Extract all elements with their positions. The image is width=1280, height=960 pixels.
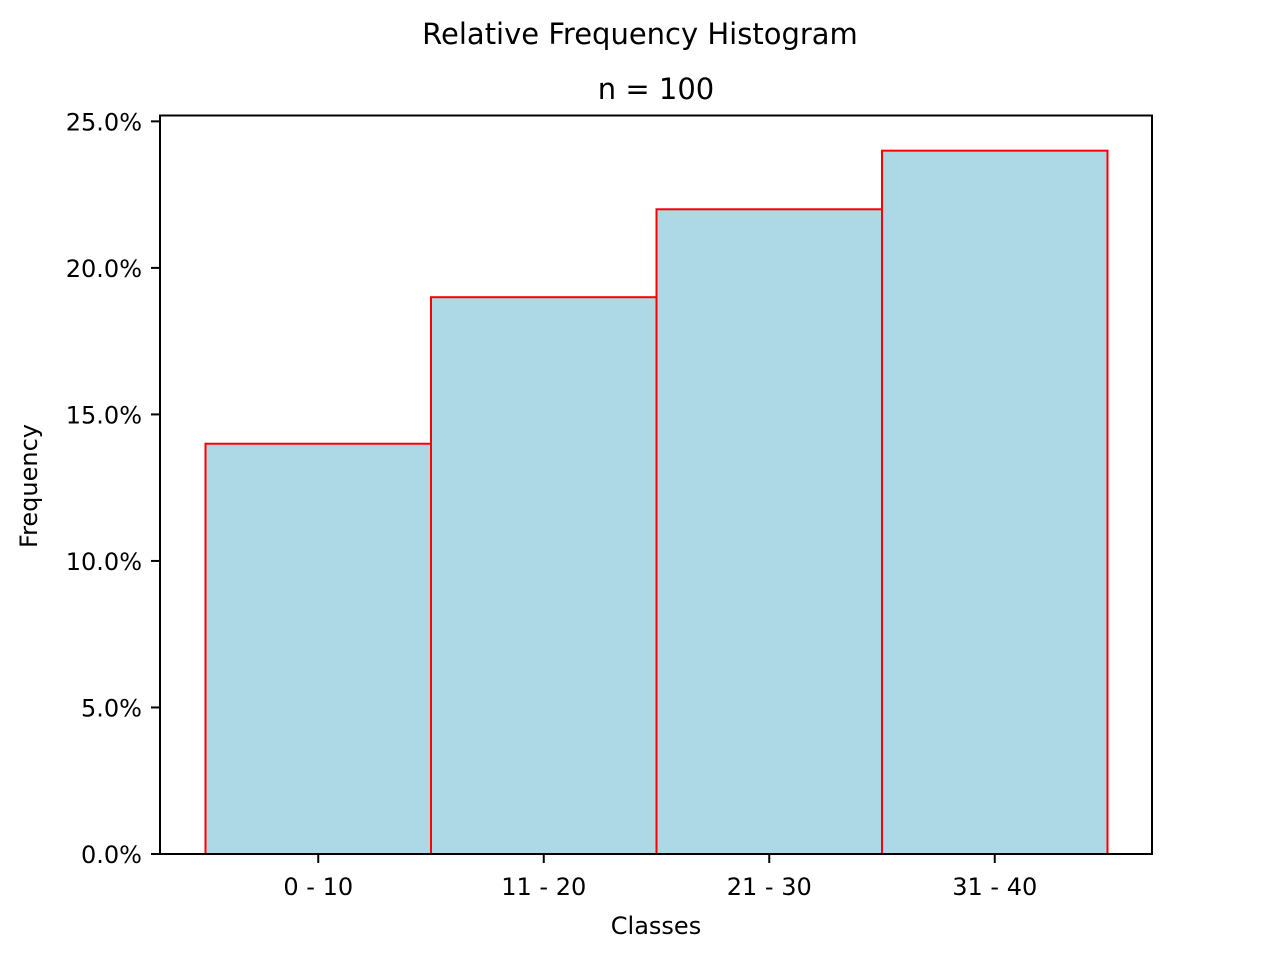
chart-suptitle: Relative Frequency Histogram (422, 17, 858, 51)
histogram-bar (655, 208, 883, 855)
y-tick-label: 0.0% (81, 841, 142, 869)
histogram-bar (204, 442, 432, 855)
x-ticks-group: 0 - 10 11 - 20 21 - 30 31 - 40 (283, 854, 1037, 901)
y-tick-label: 20.0% (66, 255, 142, 283)
bars-group (204, 149, 1109, 855)
y-tick-label: 10.0% (66, 548, 142, 576)
x-tick-label: 11 - 20 (501, 873, 586, 901)
y-tick-label: 15.0% (66, 401, 142, 429)
chart-title: n = 100 (598, 72, 714, 106)
x-tick-label: 21 - 30 (727, 873, 812, 901)
x-tick-label: 31 - 40 (952, 873, 1037, 901)
histogram-bar (430, 296, 658, 855)
y-tick-label: 25.0% (66, 108, 142, 136)
plot-area-frame (159, 114, 1153, 855)
x-axis-label: Classes (611, 912, 701, 940)
x-tick-label: 0 - 10 (283, 873, 353, 901)
y-tick-label: 5.0% (81, 694, 142, 722)
y-ticks-group: 0.0% 5.0% 10.0% 15.0% 20.0% 25.0% (66, 108, 160, 869)
histogram-bar (881, 149, 1109, 855)
y-axis-label: Frequency (15, 424, 43, 548)
